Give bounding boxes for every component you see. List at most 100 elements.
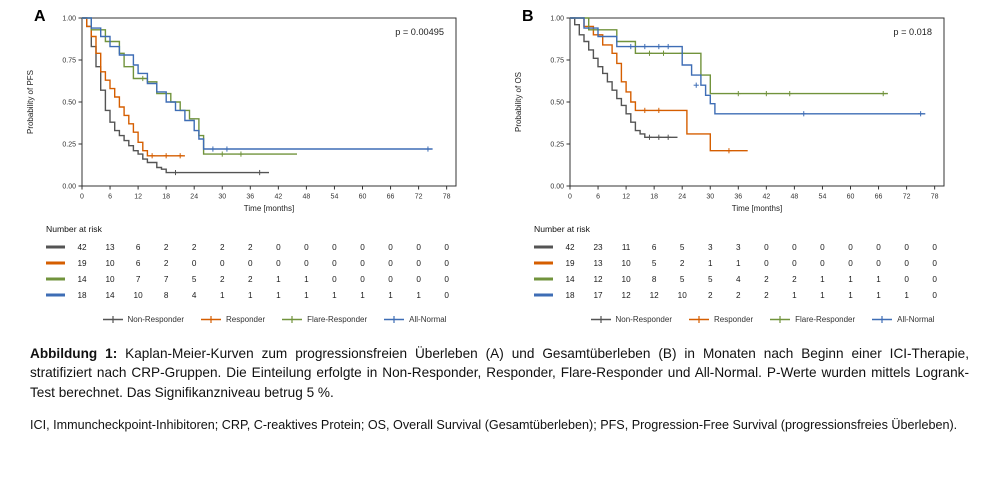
x-tick-label: 42 [762, 194, 770, 201]
risk-count: 2 [736, 291, 741, 300]
risk-count: 2 [792, 275, 797, 284]
risk-count: 0 [444, 259, 449, 268]
risk-count: 1 [304, 291, 309, 300]
legend-label: All-Normal [409, 315, 447, 324]
y-axis-label: Probability of PFS [26, 70, 35, 134]
risk-count: 0 [820, 259, 825, 268]
risk-count: 8 [652, 275, 657, 284]
plot-border [81, 17, 457, 187]
risk-count: 0 [276, 243, 281, 252]
x-tick-label: 36 [246, 194, 254, 201]
risk-count: 3 [708, 243, 713, 252]
p-value-label: p = 0.018 [893, 27, 932, 37]
x-tick-label: 24 [678, 194, 686, 201]
x-tick-label: 78 [443, 194, 451, 201]
risk-count: 2 [220, 275, 225, 284]
risk-count: 0 [932, 275, 937, 284]
risk-count: 1 [820, 291, 825, 300]
y-tick-label: 1.00 [62, 16, 76, 23]
x-tick-label: 6 [596, 194, 600, 201]
risk-count: 0 [444, 275, 449, 284]
y-tick-label: 0.25 [550, 142, 564, 149]
y-tick-label: 0.75 [62, 58, 76, 65]
caption-text: Kaplan-Meier-Kurven zum progressionsfrei… [30, 346, 969, 400]
risk-count: 14 [565, 275, 575, 284]
y-tick-label: 0.50 [62, 100, 76, 107]
legend-item-all-normal: All-Normal [871, 315, 935, 324]
risk-count: 0 [388, 275, 393, 284]
risk-count: 10 [622, 275, 632, 284]
risk-count: 0 [820, 243, 825, 252]
risk-count: 2 [220, 243, 225, 252]
x-tick-label: 54 [819, 194, 827, 201]
x-tick-label: 66 [875, 194, 883, 201]
risk-count: 0 [932, 259, 937, 268]
risk-count: 2 [164, 259, 169, 268]
legend-item-non-responder: Non-Responder [102, 315, 184, 324]
caption-label: Abbildung 1: [30, 346, 118, 361]
km-curve-non-responder [570, 17, 678, 138]
risk-count: 5 [192, 275, 197, 284]
x-tick-label: 30 [706, 194, 714, 201]
risk-count: 10 [678, 291, 688, 300]
legend-pfs: Non-Responder Responder Flare-Responder All… [18, 315, 496, 324]
km-curve-flare-responder [570, 17, 888, 95]
risk-count: 4 [736, 275, 741, 284]
risk-count: 1 [332, 291, 337, 300]
legend-label: Responder [713, 315, 754, 324]
legend-item-responder: Responder [200, 315, 265, 324]
risk-count: 2 [680, 259, 685, 268]
risk-count: 12 [650, 291, 660, 300]
x-tick-label: 66 [387, 194, 395, 201]
risk-count: 2 [248, 275, 253, 284]
km-curve-all-normal [82, 17, 433, 150]
risk-count: 0 [444, 291, 449, 300]
risk-count: 13 [105, 243, 115, 252]
x-tick-label: 36 [734, 194, 742, 201]
risk-count: 0 [332, 275, 337, 284]
risk-count: 1 [848, 291, 853, 300]
km-plot-os: 0.000.250.500.751.000 6 12 18 24 30 36 42 48 54 60… [514, 16, 945, 300]
risk-count: 5 [652, 259, 657, 268]
km-curve-flare-responder [82, 17, 297, 155]
x-tick-label: 42 [274, 194, 282, 201]
legend-item-flare-responder: Flare-Responder [769, 315, 855, 324]
risk-count: 0 [876, 259, 881, 268]
risk-count: 0 [360, 259, 365, 268]
risk-count: 0 [332, 243, 337, 252]
risk-count: 2 [192, 243, 197, 252]
legend-line-cross-icon [872, 316, 893, 323]
risk-count: 1 [876, 275, 881, 284]
risk-count: 0 [764, 243, 769, 252]
risk-count: 1 [848, 275, 853, 284]
km-plot-pfs: 0.000.250.500.751.000 6 12 18 24 30 36 42 48 54 60… [26, 16, 457, 300]
risk-count: 0 [416, 275, 421, 284]
x-axis-label: Time [months] [732, 204, 782, 213]
legend-label: Flare-Responder [795, 315, 856, 324]
x-tick-label: 72 [415, 194, 423, 201]
risk-count: 1 [220, 291, 225, 300]
risk-count: 7 [136, 275, 141, 284]
km-curve-responder [570, 17, 748, 152]
risk-count: 19 [565, 259, 575, 268]
x-tick-label: 48 [791, 194, 799, 201]
risk-count: 5 [680, 275, 685, 284]
km-curve-responder [82, 17, 185, 157]
risk-count: 1 [820, 275, 825, 284]
x-axis-label: Time [months] [244, 204, 294, 213]
risk-count: 10 [105, 275, 115, 284]
km-curve-all-normal [570, 17, 926, 115]
legend-item-all-normal: All-Normal [383, 315, 447, 324]
risk-count: 0 [360, 243, 365, 252]
x-tick-label: 12 [134, 194, 142, 201]
y-tick-label: 0.00 [550, 184, 564, 191]
x-tick-label: 72 [903, 194, 911, 201]
risk-count: 0 [764, 259, 769, 268]
risk-count: 0 [792, 243, 797, 252]
x-tick-label: 24 [190, 194, 198, 201]
risk-count: 1 [248, 291, 253, 300]
risk-count: 3 [736, 243, 741, 252]
legend-label: Non-Responder [127, 315, 184, 324]
y-tick-label: 0.75 [550, 58, 564, 65]
x-tick-label: 18 [650, 194, 658, 201]
